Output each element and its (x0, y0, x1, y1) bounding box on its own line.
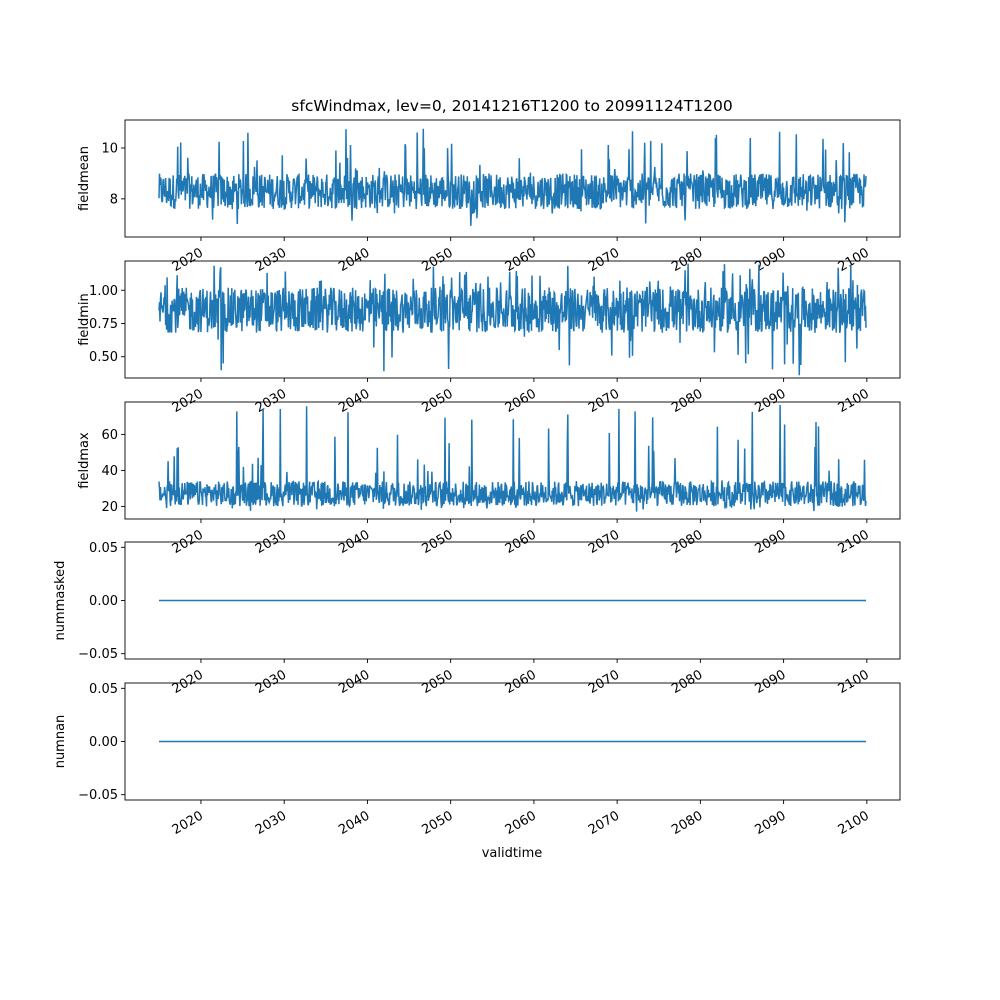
fieldmean-axes-frame (124, 119, 901, 238)
numnan-ylabel: numnan (53, 715, 68, 769)
fieldmean-ytick-label: 8 (110, 192, 118, 207)
fieldmax-series-line (158, 404, 867, 512)
fieldmin-xtick-label: 2090 (752, 386, 788, 416)
chart-title: sfcWindmax, lev=0, 20141216T1200 to 2099… (291, 97, 732, 115)
fieldmean-ytick-label: 10 (101, 141, 118, 156)
numnan-xtick-label: 2100 (836, 808, 872, 838)
numnan-ytick-label: −0.05 (78, 788, 118, 803)
numnan-xtick-label: 2090 (752, 808, 788, 838)
fieldmean-series-line (158, 128, 867, 226)
fieldmax-ytick-label: 20 (101, 500, 118, 515)
numnan-xtick-label: 2030 (253, 808, 289, 838)
numnan-xtick-label: 2050 (420, 808, 456, 838)
nummasked-ytick-label: 0.00 (89, 594, 118, 609)
fieldmax-ylabel: fieldmax (77, 432, 92, 489)
numnan-ytick-label: 0.05 (89, 682, 118, 697)
panel-numnan: −0.05 0.00 0.05 numnan 2020 2030 2040 2050 2060 2… (53, 682, 901, 838)
nummasked-ytick-label: 0.05 (89, 541, 118, 556)
fieldmean-xtick-label: 2050 (420, 245, 456, 275)
fieldmin-series-line (158, 263, 867, 376)
fieldmean-xtick-label: 2100 (836, 245, 872, 275)
fieldmin-xtick-label: 2040 (336, 386, 372, 416)
numnan-ytick-label: 0.00 (89, 735, 118, 750)
fieldmin-xtick-label: 2070 (586, 386, 622, 416)
numnan-xtick-label: 2070 (586, 808, 622, 838)
fieldmin-axes-frame (124, 260, 901, 379)
fieldmin-ytick-label: 0.75 (89, 317, 118, 332)
fieldmin-ylabel: fieldmin (77, 293, 92, 346)
fieldmin-xtick-label: 2060 (503, 386, 539, 416)
nummasked-ytick-label: −0.05 (78, 647, 118, 662)
numnan-xtick-label: 2020 (170, 808, 206, 838)
fieldmin-xtick-label: 2020 (170, 386, 206, 416)
fieldmax-axes-frame (124, 401, 901, 520)
fieldmean-xtick-label: 2070 (586, 245, 622, 275)
nummasked-xtick-label: 2060 (503, 667, 539, 697)
nummasked-ylabel: nummasked (53, 561, 68, 641)
fieldmax-ytick-label: 60 (101, 428, 118, 443)
fieldmean-xtick-label: 2030 (253, 245, 289, 275)
fieldmin-ytick-label: 0.50 (89, 350, 118, 365)
numnan-xtick-label: 2060 (503, 808, 539, 838)
fieldmean-ylabel: fieldmean (77, 146, 92, 211)
fieldmin-ytick-label: 1.00 (89, 284, 118, 299)
nummasked-xtick-label: 2050 (420, 667, 456, 697)
nummasked-xtick-label: 2040 (336, 667, 372, 697)
numnan-xtick-label: 2080 (669, 808, 705, 838)
nummasked-xtick-label: 2020 (170, 667, 206, 697)
nummasked-xtick-label: 2100 (836, 667, 872, 697)
numnan-xtick-label: 2040 (336, 808, 372, 838)
fieldmean-xtick-label: 2060 (503, 245, 539, 275)
nummasked-xtick-label: 2080 (669, 667, 705, 697)
fieldmin-xtick-label: 2100 (836, 386, 872, 416)
fieldmin-xtick-label: 2080 (669, 386, 705, 416)
fieldmean-xtick-label: 2090 (752, 245, 788, 275)
nummasked-xtick-label: 2030 (253, 667, 289, 697)
nummasked-xtick-label: 2070 (586, 667, 622, 697)
x-axis-label: validtime (482, 846, 543, 861)
fieldmin-xtick-label: 2030 (253, 386, 289, 416)
fieldmean-xtick-label: 2020 (170, 245, 206, 275)
fieldmean-xtick-label: 2040 (336, 245, 372, 275)
nummasked-xtick-label: 2090 (752, 667, 788, 697)
fieldmin-xtick-label: 2050 (420, 386, 456, 416)
panel-nummasked: −0.05 0.00 0.05 nummasked 2020 2030 2040 2050 20… (53, 541, 901, 697)
fieldmax-ytick-label: 40 (101, 464, 118, 479)
